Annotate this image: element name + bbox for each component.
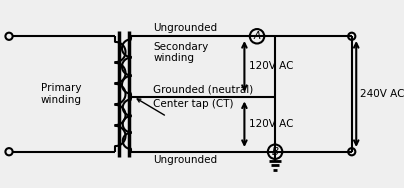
Text: B: B [271, 147, 279, 157]
Text: Secondary
winding: Secondary winding [154, 42, 208, 63]
Text: Grounded (neutral): Grounded (neutral) [154, 85, 254, 95]
Text: A: A [253, 31, 261, 41]
Text: Primary
winding: Primary winding [41, 83, 82, 105]
Text: Ungrounded: Ungrounded [154, 155, 217, 165]
Text: 120V AC: 120V AC [249, 61, 293, 71]
Text: 240V AC: 240V AC [360, 89, 404, 99]
Text: Center tap (CT): Center tap (CT) [154, 99, 234, 109]
Text: 120V AC: 120V AC [249, 119, 293, 129]
Text: Ungrounded: Ungrounded [154, 23, 217, 33]
